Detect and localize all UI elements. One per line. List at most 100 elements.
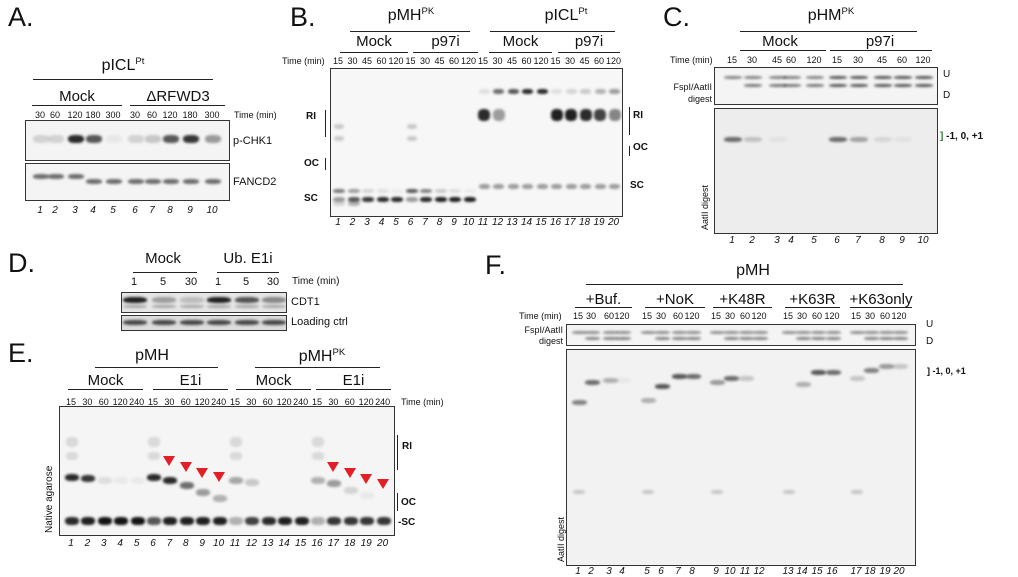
- marker-oc: OC: [633, 142, 648, 153]
- construct-label: pICLPt: [545, 6, 588, 25]
- gel-band: [573, 490, 585, 494]
- time-point: 30: [852, 55, 864, 65]
- construct-label: pMHPK: [388, 6, 435, 25]
- gel-band: [262, 482, 276, 489]
- gel-band: [163, 517, 178, 525]
- lane-number: 2: [52, 205, 58, 216]
- lane-number: 11: [477, 217, 489, 228]
- lane-number: 4: [788, 235, 794, 246]
- gel-band: [580, 89, 591, 94]
- time-point: 240: [211, 397, 227, 407]
- gel-band: [406, 136, 417, 141]
- gel-band: [709, 380, 725, 385]
- lane-number: 8: [183, 538, 189, 549]
- gel-band: [212, 517, 227, 525]
- time-point: 30: [864, 311, 876, 321]
- group-label: Ub. E1i: [223, 250, 273, 267]
- gel-band: [507, 184, 519, 189]
- gel-band: [849, 376, 865, 381]
- gel-fspi-aatii-digest: [566, 324, 916, 346]
- gel-band: [463, 189, 476, 193]
- time-point: 60: [521, 56, 532, 66]
- marker-ri: RI: [633, 110, 643, 121]
- gel-band: [128, 179, 144, 184]
- gel-band: [795, 382, 811, 387]
- gel-band: [295, 482, 309, 489]
- construct-label: pMH: [135, 347, 169, 365]
- lane-number: 13: [262, 538, 274, 549]
- gel-band: [245, 479, 260, 486]
- gel-band: [123, 297, 147, 303]
- time-axis-label: Time (min): [401, 397, 444, 407]
- lane-number: 12: [491, 217, 504, 228]
- gel-label: FspI/AatII digest: [524, 325, 563, 347]
- lane-number: 14: [796, 566, 808, 577]
- lane-number: 18: [344, 538, 356, 549]
- gel-band: [230, 452, 242, 460]
- gel-band: [180, 320, 204, 325]
- time-point: 60: [448, 56, 460, 66]
- time-axis-label: Time (min): [292, 276, 340, 287]
- gel-band: [550, 109, 563, 121]
- time-point: 60: [672, 311, 684, 321]
- blot-label: CDT1: [291, 296, 320, 308]
- gel-band: [148, 437, 160, 447]
- gel-band: [360, 492, 375, 499]
- gel-band: [565, 89, 577, 94]
- lane-number: 2: [349, 217, 356, 228]
- lane-number: 18: [578, 217, 591, 228]
- gel-band: [163, 477, 178, 484]
- time-point: 60: [376, 56, 387, 66]
- gel-band: [391, 197, 403, 202]
- gel-band: [97, 477, 112, 484]
- gel-band: [207, 297, 231, 303]
- lane-number: 15: [295, 538, 307, 549]
- gel-band: [671, 331, 687, 334]
- gel-band: [795, 331, 811, 334]
- time-point: 15: [147, 397, 159, 407]
- gel-band: [86, 179, 102, 184]
- time-point: 30: [34, 110, 46, 120]
- gel-band: [478, 89, 490, 94]
- gel-band: [376, 197, 389, 202]
- gel-band: [874, 84, 892, 87]
- lane-number: 7: [149, 205, 155, 216]
- gel-band: [709, 331, 725, 334]
- lane-number: 1: [335, 217, 341, 228]
- time-point: 60: [593, 56, 605, 66]
- gel-band: [571, 400, 587, 405]
- gel-band: [584, 331, 600, 334]
- time-point: 120: [824, 311, 840, 321]
- gel-band: [565, 109, 577, 121]
- gel-band: [671, 374, 687, 379]
- gel-band: [311, 517, 325, 525]
- lane-number: 12: [245, 538, 257, 549]
- gel-band: [152, 297, 176, 303]
- gel-band: [333, 197, 345, 202]
- gel-band: [654, 337, 670, 340]
- marker-d: D: [926, 336, 934, 347]
- lane-number: 7: [855, 235, 861, 246]
- gel-band: [608, 109, 621, 121]
- lane-number: 3: [606, 566, 612, 577]
- gel-band: [522, 109, 534, 121]
- time-point: 60: [344, 397, 355, 407]
- gel-band: [829, 84, 847, 87]
- gel-band: [449, 197, 461, 202]
- time-point: 300: [105, 110, 121, 120]
- construct-sup: Pt: [135, 56, 145, 67]
- time-point: 60: [879, 311, 891, 321]
- time-point: 120: [751, 311, 767, 321]
- gel-band: [148, 452, 160, 460]
- gel-band: [81, 517, 96, 525]
- time-point: 30: [129, 110, 141, 120]
- gel-band: [850, 137, 868, 142]
- gel-band: [685, 374, 701, 379]
- group-label: E1i: [179, 372, 202, 389]
- time-point: 1: [130, 276, 138, 288]
- gel-band: [205, 179, 221, 184]
- group-label: +K48R: [719, 291, 766, 308]
- time-point: 30: [184, 276, 198, 288]
- time-point: 60: [146, 110, 158, 120]
